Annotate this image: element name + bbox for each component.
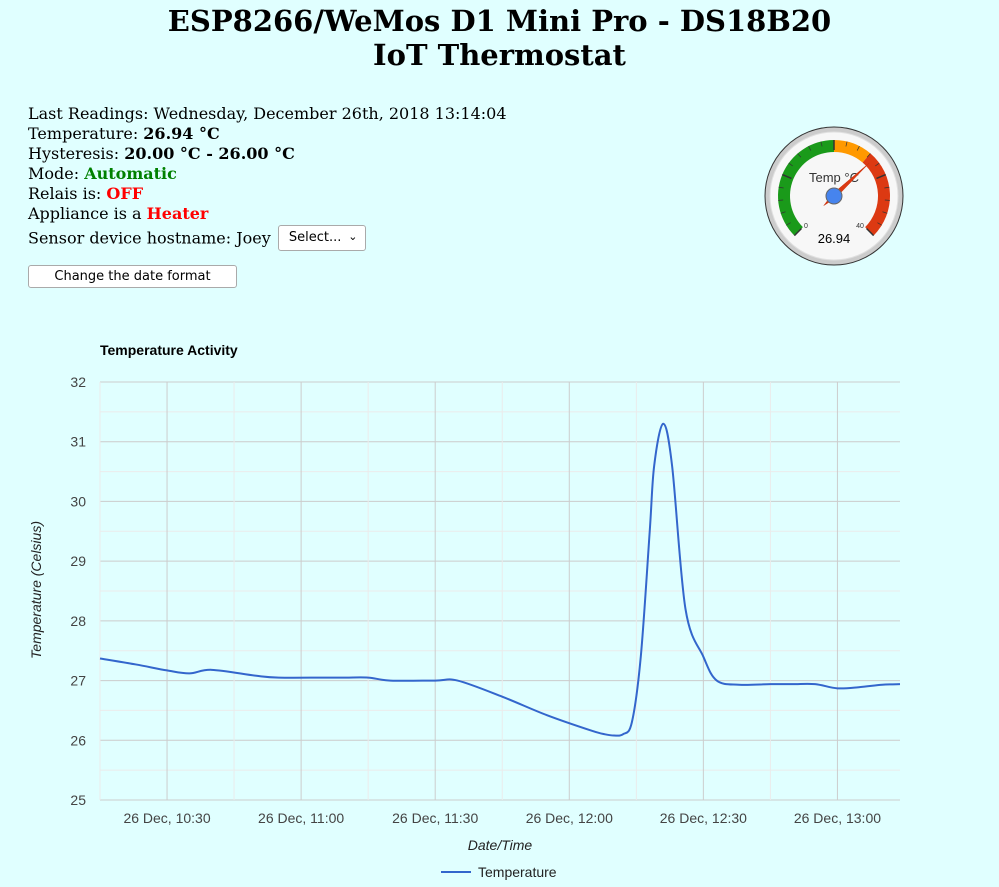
gauge-tick bbox=[786, 222, 791, 226]
gauge-tick bbox=[845, 141, 848, 147]
gauge-tick bbox=[778, 186, 784, 189]
gauge-tick bbox=[793, 227, 803, 237]
x-axis-label: Date/Time bbox=[468, 837, 533, 853]
gauge-band-0 bbox=[778, 140, 834, 236]
hysteresis-value: 20.00 °C - 26.00 °C bbox=[124, 144, 295, 163]
last-readings-label: Last Readings: bbox=[28, 104, 154, 123]
temperature-gauge: Temp °C 0 40 26.94 bbox=[764, 126, 904, 266]
change-date-format-button[interactable]: Change the date format bbox=[28, 265, 237, 288]
hostname-label: Sensor device hostname: bbox=[28, 228, 237, 248]
gauge-tick bbox=[797, 153, 802, 158]
temperature-series-line bbox=[99, 422, 901, 737]
x-tick-label: 26 Dec, 12:00 bbox=[526, 810, 613, 826]
chevron-down-icon: ⌄ bbox=[348, 230, 358, 243]
temperature-chart: Temperature Activity 25 26 27 28 29 30 31 32 26… bbox=[28, 342, 901, 880]
gauge-tick bbox=[865, 227, 875, 237]
title-line-2: IoT Thermostat bbox=[373, 38, 626, 72]
gauge-tick bbox=[856, 145, 860, 151]
x-tick-label: 26 Dec, 11:00 bbox=[258, 810, 344, 826]
gauge-bands bbox=[778, 140, 890, 236]
gauge-tick bbox=[780, 211, 786, 214]
hostname-value: Joey bbox=[236, 228, 271, 248]
gauge-max-label: 40 bbox=[856, 223, 864, 230]
gauge-label: Temp °C bbox=[809, 170, 859, 185]
y-tick-label: 26 bbox=[70, 732, 86, 748]
gauge-value: 26.94 bbox=[818, 231, 851, 246]
y-tick-label: 32 bbox=[70, 374, 86, 390]
y-tick-labels: 25 26 27 28 29 30 31 32 bbox=[70, 374, 86, 808]
relais-label: Relais is: bbox=[28, 184, 107, 203]
mode-row: Mode: Automatic bbox=[28, 164, 507, 184]
hysteresis-label: Hysteresis: bbox=[28, 144, 125, 163]
gauge-tick bbox=[877, 222, 882, 226]
temperature-label: Temperature: bbox=[28, 124, 144, 143]
x-tick-label: 26 Dec, 10:30 bbox=[123, 810, 210, 826]
y-tick-label: 25 bbox=[70, 792, 86, 808]
x-tick-label: 26 Dec, 12:30 bbox=[660, 810, 747, 826]
last-readings-row: Last Readings: Wednesday, December 26th,… bbox=[28, 104, 507, 124]
gauge-tick bbox=[875, 162, 880, 167]
legend-label: Temperature bbox=[478, 864, 557, 880]
gauge-min-label: 0 bbox=[804, 223, 808, 230]
appliance-row: Appliance is a Heater bbox=[28, 204, 507, 224]
gauge-ticks bbox=[778, 140, 890, 237]
gauge-tick bbox=[820, 141, 823, 147]
x-tick-label: 26 Dec, 13:00 bbox=[794, 810, 881, 826]
gauge-band-1 bbox=[834, 140, 871, 163]
y-tick-label: 29 bbox=[70, 553, 86, 569]
readings-panel: Last Readings: Wednesday, December 26th,… bbox=[28, 104, 507, 252]
x-tick-labels: 26 Dec, 10:30 26 Dec, 11:00 26 Dec, 11:30 2… bbox=[123, 810, 881, 826]
temperature-value: 26.94 °C bbox=[143, 124, 220, 143]
gauge-tick bbox=[882, 211, 888, 214]
mode-value: Automatic bbox=[84, 164, 177, 183]
gauge-band-2 bbox=[862, 153, 890, 236]
x-tick-label: 26 Dec, 11:30 bbox=[392, 810, 478, 826]
hostname-select[interactable]: Select... ⌄ bbox=[277, 225, 367, 251]
appliance-value: Heater bbox=[146, 204, 209, 223]
gauge-tick bbox=[866, 153, 871, 158]
hostname-row: Sensor device hostname: Joey Select... ⌄ bbox=[28, 225, 507, 252]
last-readings-value: Wednesday, December 26th, 2018 13:14:04 bbox=[153, 104, 507, 123]
gauge-tick bbox=[781, 173, 792, 180]
relais-status: OFF bbox=[106, 184, 144, 203]
gauge-tick bbox=[788, 162, 793, 167]
appliance-label: Appliance is a bbox=[28, 204, 147, 223]
hostname-select-value: Select... bbox=[288, 230, 342, 245]
y-tick-label: 28 bbox=[70, 613, 86, 629]
y-tick-label: 30 bbox=[70, 493, 86, 509]
title-line-1: ESP8266/WeMos D1 Mini Pro - DS18B20 bbox=[167, 4, 832, 38]
mode-label: Mode: bbox=[28, 164, 85, 183]
hysteresis-row: Hysteresis: 20.00 °C - 26.00 °C bbox=[28, 144, 507, 164]
page-title: ESP8266/WeMos D1 Mini Pro - DS18B20 IoT … bbox=[0, 4, 999, 72]
chart-grid bbox=[99, 381, 900, 801]
gauge-tick bbox=[884, 186, 890, 189]
y-tick-label: 27 bbox=[70, 673, 86, 689]
relais-row: Relais is: OFF bbox=[28, 184, 507, 204]
y-axis-label: Temperature (Celsius) bbox=[28, 521, 44, 659]
temperature-row: Temperature: 26.94 °C bbox=[28, 124, 507, 144]
gauge-hub bbox=[825, 187, 843, 205]
y-tick-label: 31 bbox=[70, 434, 86, 450]
gauge-tick bbox=[876, 173, 887, 180]
gauge-tick bbox=[808, 145, 812, 151]
chart-title: Temperature Activity bbox=[100, 342, 238, 358]
